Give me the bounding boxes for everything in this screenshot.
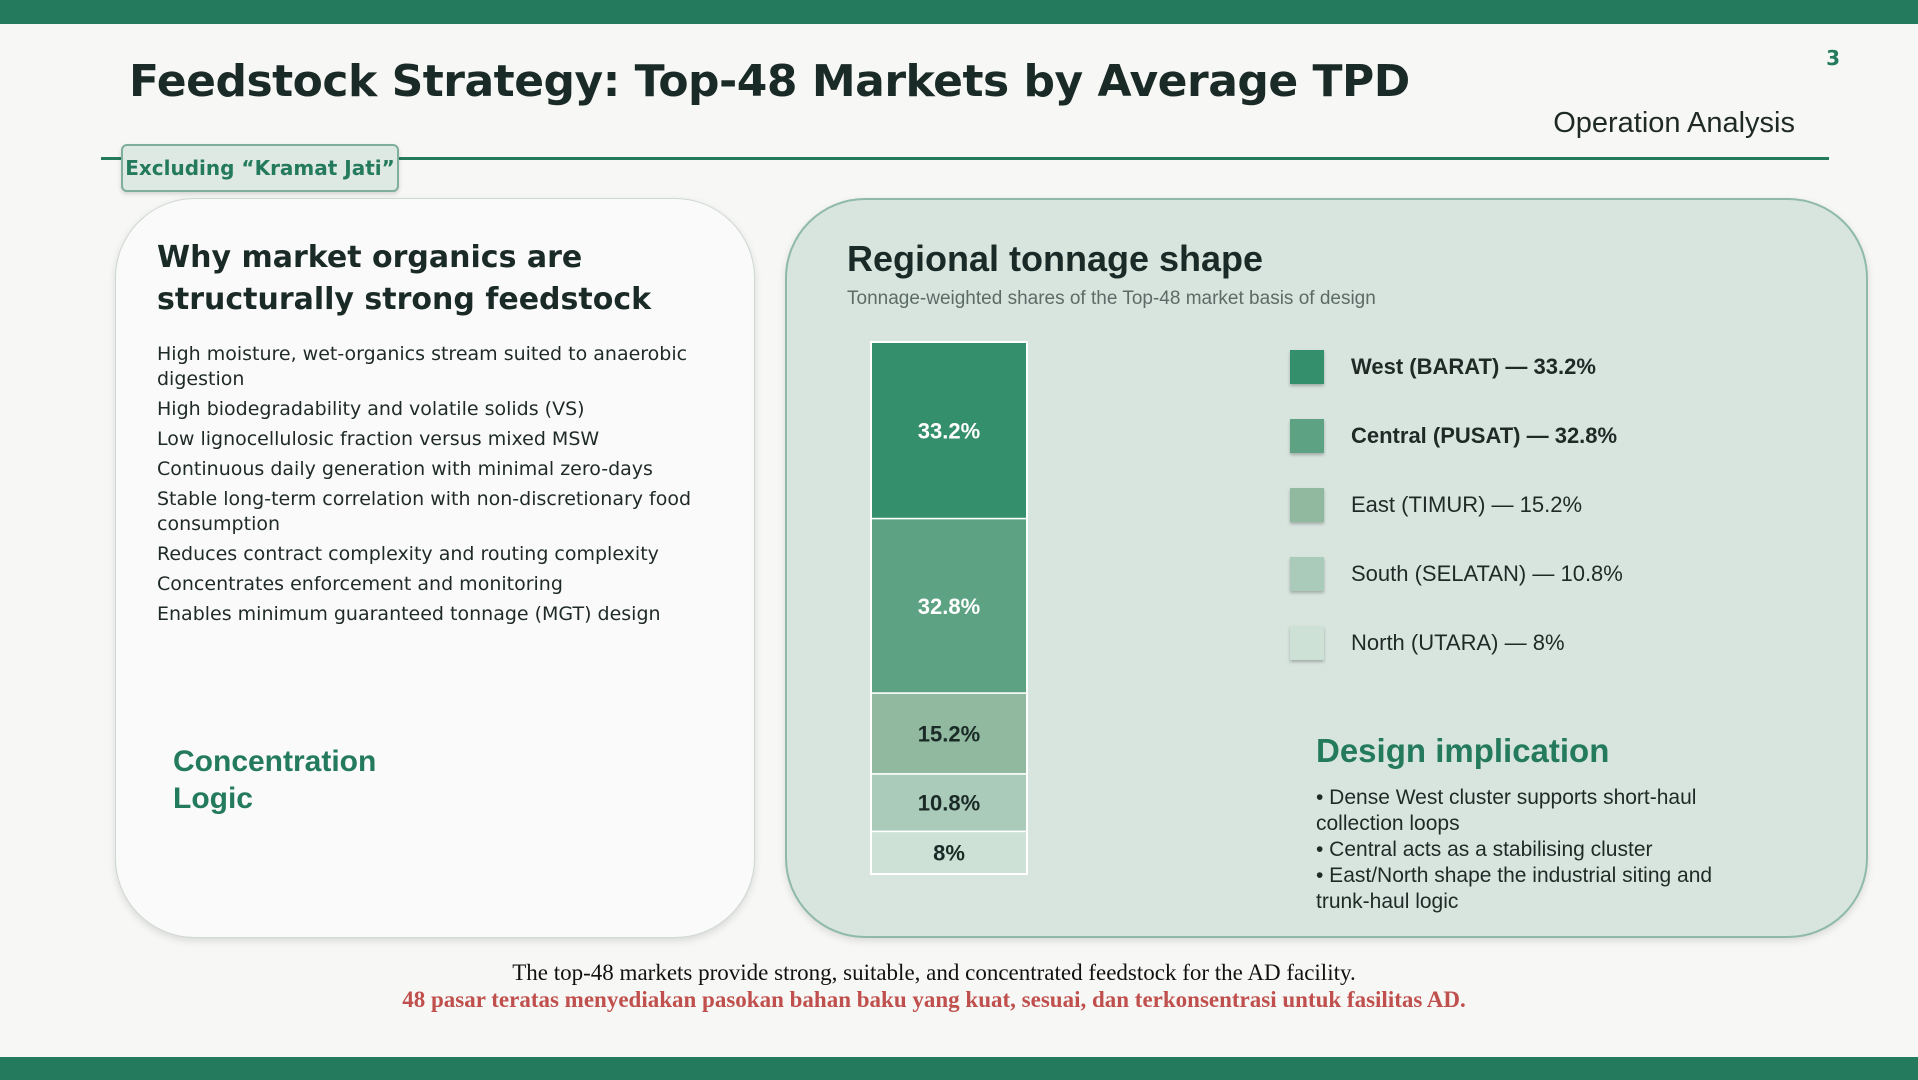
legend-swatch-central bbox=[1290, 419, 1324, 453]
legend-item-central: Central (PUSAT) — 32.8% bbox=[1290, 419, 1790, 453]
bar-frame bbox=[870, 341, 1028, 875]
rationale-card: Why market organics are structurally str… bbox=[115, 198, 755, 938]
design-implication-list: • Dense West cluster supports short-haul… bbox=[1316, 785, 1756, 915]
footer-indonesian: 48 pasar teratas menyediakan pasokan bah… bbox=[402, 987, 1466, 1012]
legend-label-east: East (TIMUR) — 15.2% bbox=[1351, 492, 1583, 517]
bar-label-west: 33.2% bbox=[918, 418, 980, 443]
legend-swatch-south bbox=[1290, 557, 1324, 591]
top-accent-bar bbox=[0, 0, 1918, 24]
legend-item-south: South (SELATAN) — 10.8% bbox=[1290, 557, 1790, 591]
legend-swatch-north bbox=[1290, 626, 1324, 660]
list-item: High moisture, wet-organics stream suite… bbox=[157, 343, 688, 390]
rationale-heading: Why market organics are structurally str… bbox=[157, 240, 652, 317]
legend-item-west: West (BARAT) — 33.2% bbox=[1290, 350, 1790, 384]
bar-label-central: 32.8% bbox=[918, 594, 980, 619]
list-item: Reduces contract complexity and routing … bbox=[157, 543, 659, 565]
list-item: Concentrates enforcement and monitoring bbox=[157, 573, 563, 595]
concentration-line-1: Concentration bbox=[173, 745, 377, 778]
concentration-logic-label: Concentration Logic bbox=[173, 743, 473, 817]
legend-label-south: South (SELATAN) — 10.8% bbox=[1351, 561, 1623, 586]
legend-swatch-west bbox=[1290, 350, 1324, 384]
list-item: • East/North shape the industrial siting… bbox=[1316, 864, 1713, 913]
concentration-line-2: Logic bbox=[173, 782, 253, 815]
legend-item-east: East (TIMUR) — 15.2% bbox=[1290, 488, 1790, 522]
legend-swatch-east bbox=[1290, 488, 1324, 522]
list-item: • Dense West cluster supports short-haul… bbox=[1316, 786, 1697, 835]
legend-label-central: Central (PUSAT) — 32.8% bbox=[1351, 423, 1618, 448]
list-item: Continuous daily generation with minimal… bbox=[157, 458, 653, 480]
regional-subheading: Tonnage-weighted shares of the Top-48 ma… bbox=[847, 288, 1376, 309]
bar-label-north: 8% bbox=[933, 841, 965, 866]
bottom-accent-bar bbox=[0, 1057, 1918, 1080]
regional-heading: Regional tonnage shape bbox=[847, 238, 1264, 279]
page-title: Feedstock Strategy: Top-48 Markets by Av… bbox=[129, 56, 1410, 107]
header-divider bbox=[101, 157, 1829, 160]
stacked-bar-chart: 33.2% 32.8% 15.2% 10.8% 8% bbox=[870, 341, 1028, 875]
page-number: 3 bbox=[1826, 46, 1840, 70]
footer-english: The top-48 markets provide strong, suita… bbox=[512, 960, 1356, 985]
bar-label-south: 10.8% bbox=[918, 791, 980, 816]
list-item: Enables minimum guaranteed tonnage (MGT)… bbox=[157, 603, 661, 625]
list-item: Stable long-term correlation with non-di… bbox=[157, 488, 692, 535]
legend-item-north: North (UTARA) — 8% bbox=[1290, 626, 1790, 660]
design-implication-title: Design implication bbox=[1316, 732, 1610, 769]
regional-card: Regional tonnage shape Tonnage-weighted … bbox=[785, 198, 1868, 938]
legend-label-north: North (UTARA) — 8% bbox=[1351, 630, 1565, 655]
list-item: • Central acts as a stabilising cluster bbox=[1316, 838, 1653, 861]
bar-label-east: 15.2% bbox=[918, 722, 980, 747]
legend-label-west: West (BARAT) — 33.2% bbox=[1351, 354, 1596, 379]
section-subtitle: Operation Analysis bbox=[1553, 107, 1795, 139]
exclusion-tag: Excluding “Kramat Jati” bbox=[121, 144, 399, 192]
list-item: High biodegradability and volatile solid… bbox=[157, 398, 585, 420]
rationale-list: High moisture, wet-organics stream suite… bbox=[157, 342, 737, 632]
bar-segment-west bbox=[870, 341, 1028, 520]
bar-segment-central bbox=[870, 517, 1028, 694]
list-item: Low lignocellulosic fraction versus mixe… bbox=[157, 428, 600, 450]
